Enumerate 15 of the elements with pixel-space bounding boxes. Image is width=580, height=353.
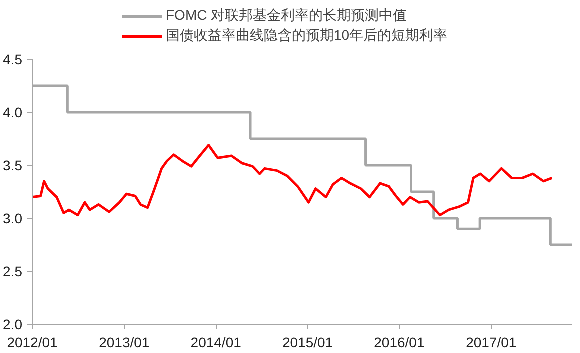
x-tick-label: 2012/01 [7,334,58,350]
x-tick-label: 2016/01 [374,334,425,350]
legend-label: 国债收益率曲线隐含的预期10年后的短期利率 [166,27,448,45]
x-tick-label: 2017/01 [466,334,517,350]
legend-label: FOMC 对联邦基金利率的长期预测中值 [166,7,408,25]
y-tick-label: 2.5 [3,264,23,280]
y-tick-label: 2.0 [3,316,23,332]
y-tick-label: 4.5 [3,52,23,68]
x-tick-label: 2014/01 [190,334,242,350]
line-series [32,144,554,217]
x-tick-label: 2015/01 [282,334,334,350]
y-tick-label: 3.5 [3,158,23,174]
y-tick-label: 3.0 [3,210,23,226]
y-tick-label: 4.0 [3,104,23,120]
x-tick-label: 2013/01 [99,334,150,350]
